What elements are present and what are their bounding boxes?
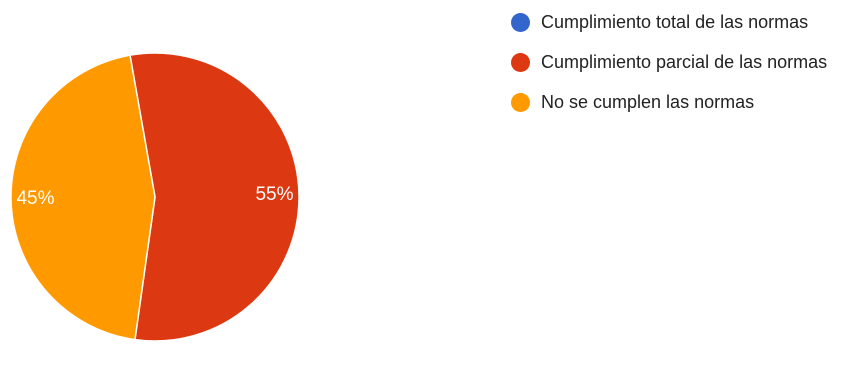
pie-labels: 55% 45% <box>16 184 293 209</box>
slice-label-parcial: 55% <box>255 184 293 205</box>
legend-swatch-icon <box>511 92 530 112</box>
legend-item-parcial[interactable]: Cumplimiento parcial de las normas <box>511 51 827 73</box>
chart-legend: Cumplimiento total de las normas Cumplim… <box>511 11 827 131</box>
pie-slice-parcial[interactable] <box>129 52 300 342</box>
legend-item-total[interactable]: Cumplimiento total de las normas <box>511 11 827 33</box>
legend-swatch-icon <box>511 12 530 32</box>
pie-slices <box>10 52 300 342</box>
pie-slice-no-cumplen[interactable] <box>10 54 156 341</box>
legend-label: No se cumplen las normas <box>541 92 755 112</box>
legend-label: Cumplimiento total de las normas <box>541 12 809 32</box>
legend-label: Cumplimiento parcial de las normas <box>541 52 828 72</box>
legend-item-no-cumplen[interactable]: No se cumplen las normas <box>511 91 827 113</box>
slice-label-no-cumplen: 45% <box>16 188 54 209</box>
legend-swatch-icon <box>511 52 530 72</box>
